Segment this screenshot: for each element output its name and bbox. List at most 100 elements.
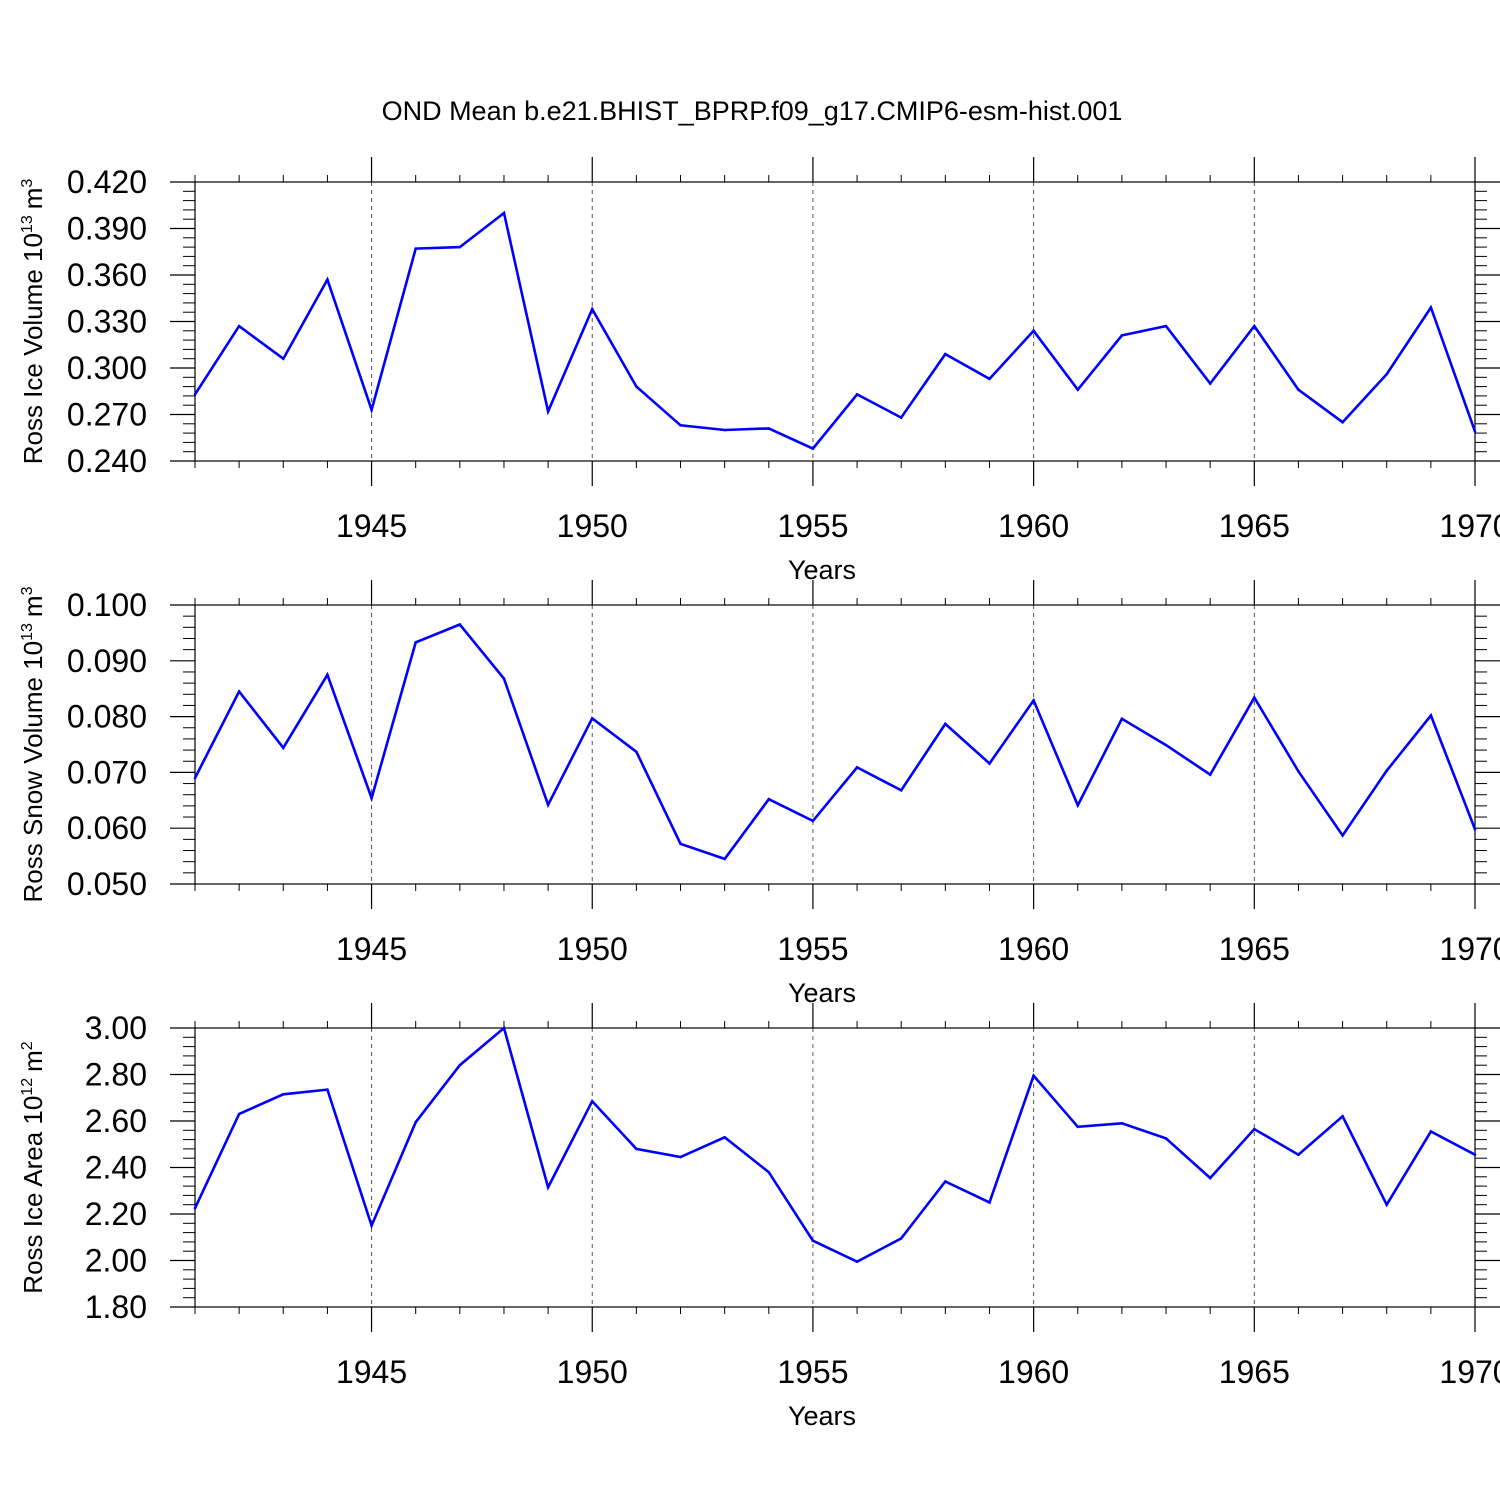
- data-point: [546, 410, 550, 413]
- data-point: [1120, 1122, 1124, 1125]
- series-line: [193, 210, 1477, 451]
- plot-frame: [194, 604, 1476, 885]
- x-tick-label: 1945: [336, 931, 407, 967]
- data-point: [1076, 804, 1080, 807]
- data-point: [237, 690, 241, 693]
- y-tick-label: 2.40: [85, 1150, 147, 1186]
- data-point: [635, 750, 638, 754]
- data-point: [1253, 696, 1256, 699]
- series-line: [193, 622, 1477, 861]
- data-point: [1385, 1203, 1389, 1206]
- data-point: [458, 623, 462, 626]
- data-point: [944, 1180, 947, 1183]
- data-point: [281, 357, 285, 361]
- data-point: [370, 408, 373, 412]
- y-tick-label: 0.330: [67, 304, 147, 340]
- x-tick-label: 1955: [777, 508, 848, 544]
- data-point: [1473, 430, 1477, 433]
- data-point: [1473, 1153, 1477, 1157]
- data-point: [1385, 769, 1389, 773]
- data-point: [1341, 420, 1344, 424]
- data-point: [944, 352, 947, 356]
- data-point: [1429, 1130, 1433, 1133]
- y-axis-label-unit: m: [18, 595, 48, 617]
- y-axis-label-unit: m: [18, 1050, 48, 1072]
- data-point: [458, 245, 462, 249]
- plot-frame: [194, 1027, 1476, 1308]
- data-point: [855, 1260, 859, 1263]
- data-point: [635, 385, 638, 388]
- data-point: [899, 416, 903, 419]
- x-tick-label: 1945: [336, 508, 407, 544]
- data-point: [281, 746, 285, 750]
- x-tick-label: 1950: [557, 931, 628, 967]
- data-point: [944, 722, 947, 726]
- x-tick-label: 1965: [1219, 1354, 1290, 1390]
- data-point: [326, 1088, 329, 1091]
- data-point: [590, 307, 594, 311]
- data-point: [1208, 1176, 1212, 1180]
- y-tick-label: 0.050: [67, 866, 147, 902]
- y-axis-label: Ross Ice Area 1012 m2: [18, 1041, 48, 1293]
- x-tick-label: 1960: [998, 1354, 1069, 1390]
- data-point: [326, 673, 329, 677]
- data-point: [237, 324, 241, 328]
- data-point: [635, 1147, 638, 1151]
- y-axis-label-exponent: 13: [19, 215, 36, 233]
- data-point: [546, 1185, 550, 1189]
- data-point: [767, 1170, 771, 1174]
- x-tick-label: 1950: [557, 508, 628, 544]
- y-axis-label-exponent: 12: [19, 1078, 36, 1096]
- data-point: [1385, 372, 1389, 376]
- y-tick-label: 0.360: [67, 257, 147, 293]
- y-tick-label: 0.060: [67, 810, 147, 846]
- data-point: [1032, 1074, 1035, 1077]
- data-point: [723, 1135, 726, 1139]
- series-line: [193, 1025, 1476, 1264]
- data-point: [546, 803, 550, 807]
- y-tick-label: 2.20: [85, 1196, 147, 1232]
- data-point: [193, 1206, 197, 1210]
- data-point: [855, 393, 859, 396]
- plot-frame: [194, 181, 1476, 462]
- data-point: [1164, 324, 1168, 328]
- data-point: [193, 776, 197, 780]
- x-tick-label: 1945: [336, 1354, 407, 1390]
- data-point: [1341, 834, 1344, 837]
- data-point: [1076, 1125, 1080, 1129]
- data-point: [1164, 743, 1168, 747]
- y-tick-label: 2.60: [85, 1103, 147, 1139]
- y-tick-label: 0.090: [67, 643, 147, 679]
- y-axis-label-text: Ross Snow Volume 10: [18, 641, 48, 903]
- data-point: [1208, 382, 1212, 385]
- data-point: [899, 788, 903, 792]
- data-point: [1120, 334, 1124, 337]
- y-tick-label: 1.80: [85, 1289, 147, 1325]
- x-tick-label: 1960: [998, 931, 1069, 967]
- data-point: [679, 842, 682, 846]
- data-point: [988, 377, 991, 381]
- y-axis-label: Ross Snow Volume 1013 m3: [18, 586, 48, 902]
- x-tick-label: 1965: [1219, 508, 1290, 544]
- y-axis-label-exponent: 13: [19, 623, 36, 641]
- data-point: [281, 1092, 285, 1096]
- y-tick-label: 2.00: [85, 1243, 147, 1279]
- data-point: [1032, 699, 1035, 702]
- data-point: [458, 1063, 462, 1067]
- data-point: [370, 1224, 373, 1227]
- data-point: [1253, 1127, 1256, 1131]
- y-tick-label: 0.270: [67, 397, 147, 433]
- y-tick-label: 3.00: [85, 1010, 147, 1046]
- x-tick-label: 1960: [998, 508, 1069, 544]
- x-axis-label: Years: [788, 555, 856, 585]
- y-tick-label: 0.420: [67, 164, 147, 200]
- data-point: [414, 1120, 417, 1124]
- data-point: [1473, 828, 1477, 831]
- data-point: [679, 1155, 682, 1159]
- x-tick-label: 1955: [777, 1354, 848, 1390]
